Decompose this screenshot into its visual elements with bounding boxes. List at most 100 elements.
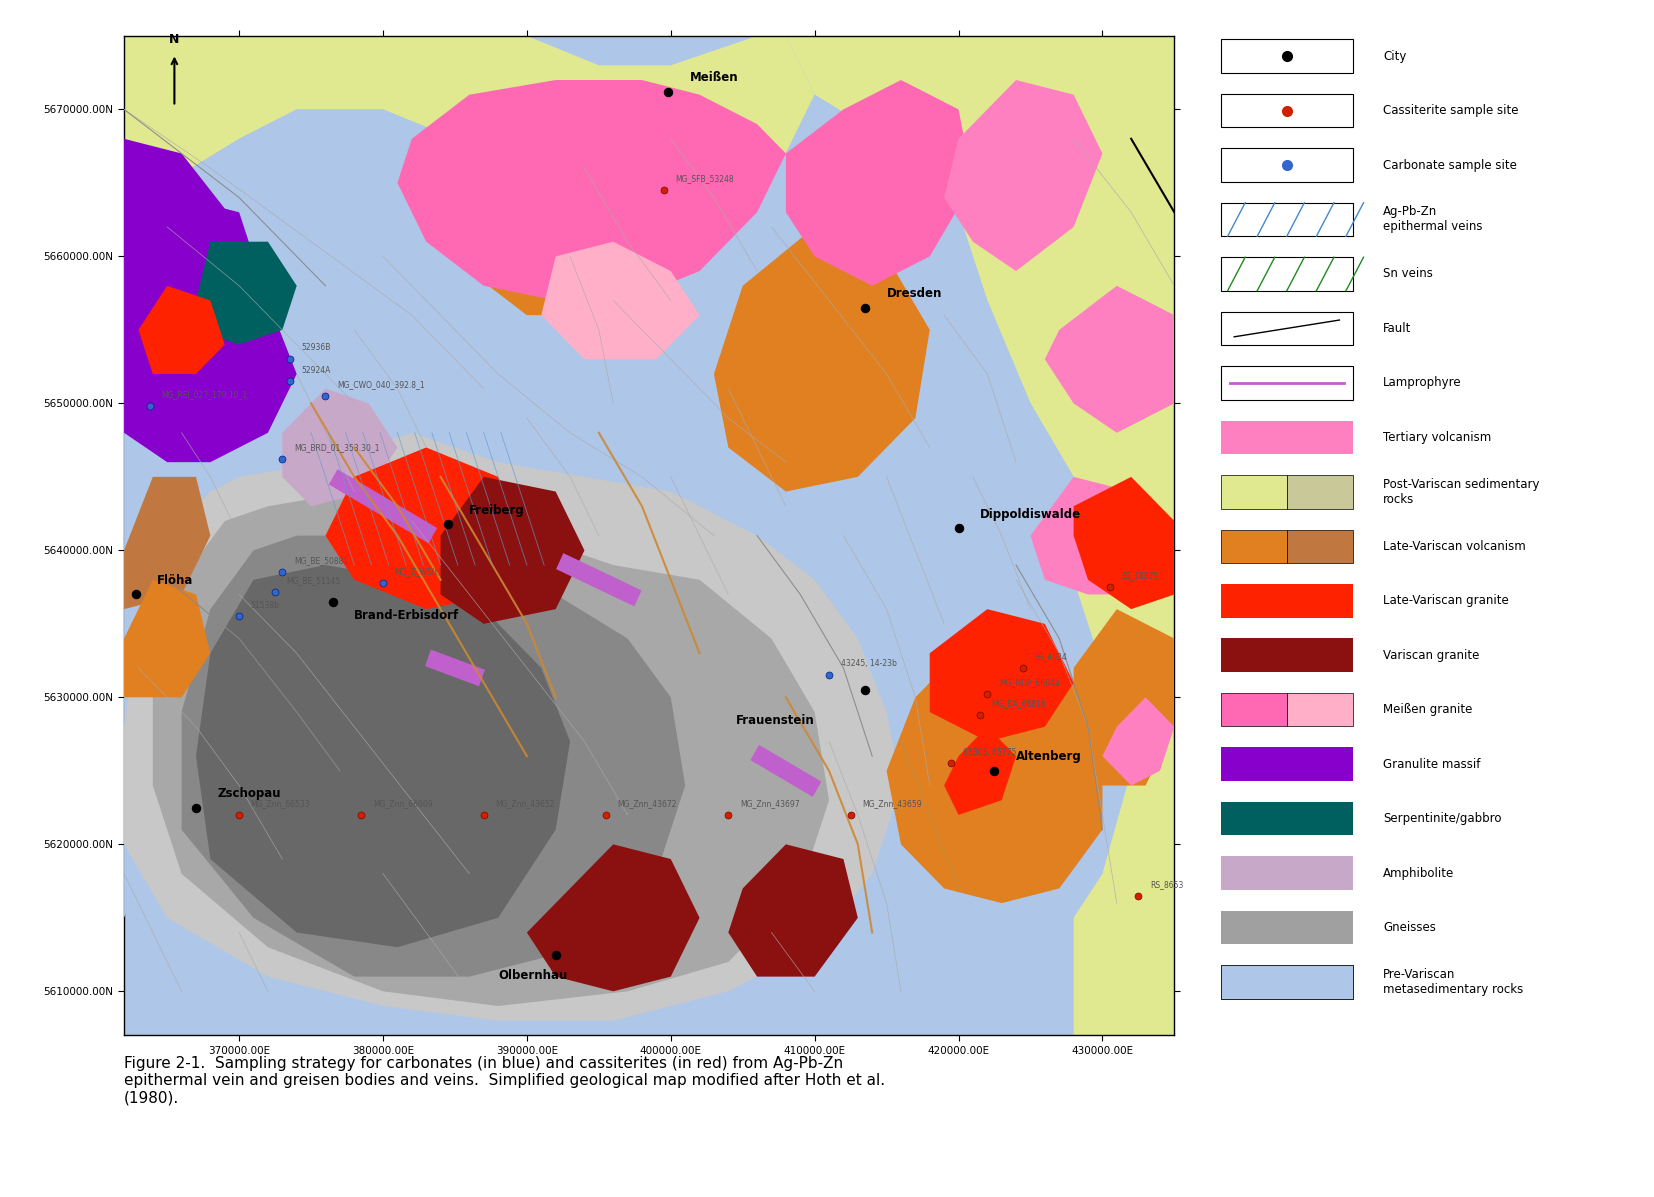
Text: Variscan granite: Variscan granite [1383, 649, 1480, 662]
Text: Frauenstein: Frauenstein [736, 713, 814, 727]
Bar [1287, 529, 1353, 563]
Bar [1221, 584, 1353, 618]
Text: 65803, 65775: 65803, 65775 [963, 748, 1016, 757]
Bar [1221, 638, 1353, 672]
Polygon shape [124, 433, 901, 1021]
Bar [1221, 747, 1353, 780]
Text: Zschopau: Zschopau [218, 788, 281, 801]
Text: MG_Znn_66533: MG_Znn_66533 [251, 800, 311, 808]
Text: Fault: Fault [1383, 322, 1411, 335]
Bar [1287, 965, 1353, 998]
Polygon shape [786, 80, 973, 286]
Text: Gneisses: Gneisses [1383, 920, 1436, 934]
Text: RS_8653: RS_8653 [1150, 880, 1183, 889]
Text: MG_Znn_43672: MG_Znn_43672 [617, 800, 676, 808]
Bar [1221, 40, 1353, 73]
Text: City: City [1383, 49, 1406, 62]
Polygon shape [528, 844, 700, 991]
Text: MG_BRD_01_353.30_1: MG_BRD_01_353.30_1 [294, 443, 379, 452]
Text: Lamprophyre: Lamprophyre [1383, 376, 1462, 389]
Text: MG_NDP_66044: MG_NDP_66044 [999, 679, 1060, 687]
Text: Altenberg: Altenberg [1016, 751, 1082, 764]
Polygon shape [1073, 476, 1174, 609]
Text: MG_Znn_43697: MG_Znn_43697 [739, 800, 799, 808]
Text: Flöha: Flöha [157, 575, 194, 587]
Polygon shape [541, 242, 700, 359]
Text: Freiberg: Freiberg [470, 504, 524, 517]
Text: MG_Znn_43652: MG_Znn_43652 [495, 800, 554, 808]
Bar [1221, 802, 1353, 836]
Bar [1221, 366, 1353, 400]
Bar [1221, 965, 1353, 998]
Polygon shape [1030, 476, 1159, 595]
Polygon shape [124, 579, 210, 698]
Text: Figure 2-1.  Sampling strategy for carbonates (in blue) and cassiterites (in red: Figure 2-1. Sampling strategy for carbon… [124, 1056, 885, 1106]
Bar [1221, 202, 1353, 236]
Bar [1221, 311, 1353, 345]
Polygon shape [425, 650, 485, 686]
Polygon shape [152, 198, 253, 300]
Bar [1221, 529, 1287, 563]
Polygon shape [944, 80, 1103, 271]
Bar [1221, 911, 1353, 944]
Polygon shape [397, 80, 786, 300]
Text: Granulite massif: Granulite massif [1383, 758, 1480, 771]
Polygon shape [195, 242, 296, 345]
Polygon shape [182, 535, 685, 977]
Polygon shape [715, 227, 930, 492]
Bar [1221, 148, 1353, 182]
Polygon shape [152, 492, 829, 1005]
Polygon shape [195, 565, 571, 947]
Text: SS_18875: SS_18875 [1121, 571, 1158, 581]
Bar [1221, 693, 1287, 727]
Text: Meißen: Meißen [690, 72, 738, 85]
Text: Amphibolite: Amphibolite [1383, 867, 1454, 880]
Polygon shape [124, 476, 210, 609]
Text: Carbonate sample site: Carbonate sample site [1383, 158, 1517, 171]
Text: Meißen granite: Meißen granite [1383, 703, 1472, 716]
Text: Ag-Pb-Zn
epithermal veins: Ag-Pb-Zn epithermal veins [1383, 206, 1482, 233]
Polygon shape [440, 476, 584, 624]
Text: Cassiterite sample site: Cassiterite sample site [1383, 104, 1518, 117]
Text: 51538b: 51538b [251, 601, 280, 609]
Text: Dippoldiswalde: Dippoldiswalde [981, 508, 1082, 521]
Polygon shape [124, 109, 672, 476]
Text: Serpentinite/gabbro: Serpentinite/gabbro [1383, 812, 1502, 825]
Text: MG_BE_50881: MG_BE_50881 [294, 557, 347, 566]
Polygon shape [751, 745, 822, 797]
Text: MG_BA_66818: MG_BA_66818 [992, 699, 1047, 709]
Text: MG_SFB_53248: MG_SFB_53248 [675, 175, 734, 183]
Text: Pre-Variscan
metasedimentary rocks: Pre-Variscan metasedimentary rocks [1383, 968, 1523, 996]
Text: Olbernhau: Olbernhau [498, 970, 567, 983]
Text: MG_CWO_040_392.8_1: MG_CWO_040_392.8_1 [337, 381, 425, 389]
Text: MG_BE_51145: MG_BE_51145 [286, 576, 341, 584]
Text: Dresden: Dresden [887, 287, 943, 300]
Polygon shape [1073, 609, 1174, 785]
Text: MG_REI_027_179.10_1: MG_REI_027_179.10_1 [162, 390, 248, 400]
Bar [1221, 856, 1353, 889]
Text: Sn veins: Sn veins [1383, 267, 1432, 280]
Bar [1221, 475, 1287, 509]
Polygon shape [124, 433, 296, 991]
Polygon shape [124, 36, 815, 256]
Bar [1221, 420, 1353, 454]
Text: MG_Znn_66609: MG_Znn_66609 [372, 800, 433, 808]
Text: 52924A: 52924A [301, 365, 331, 375]
Polygon shape [887, 638, 1103, 903]
Text: Late-Variscan granite: Late-Variscan granite [1383, 594, 1508, 607]
Polygon shape [283, 389, 397, 506]
Polygon shape [326, 448, 528, 609]
Text: Late-Variscan volcanism: Late-Variscan volcanism [1383, 540, 1527, 553]
Bar [1221, 965, 1287, 998]
Bar [1221, 93, 1353, 127]
Text: MG_Z_WS(t): MG_Z_WS(t) [395, 567, 442, 576]
Text: SS_4024: SS_4024 [1035, 652, 1067, 661]
Text: 52936B: 52936B [301, 344, 331, 352]
Polygon shape [1045, 286, 1174, 433]
Polygon shape [124, 139, 296, 462]
Text: Brand-Erbisdorf: Brand-Erbisdorf [354, 609, 460, 622]
Text: N: N [169, 34, 180, 47]
Bar [1287, 693, 1353, 727]
Text: MG_Znn_43659: MG_Znn_43659 [862, 800, 921, 808]
Text: 43245, 14-23b: 43245, 14-23b [840, 660, 896, 668]
